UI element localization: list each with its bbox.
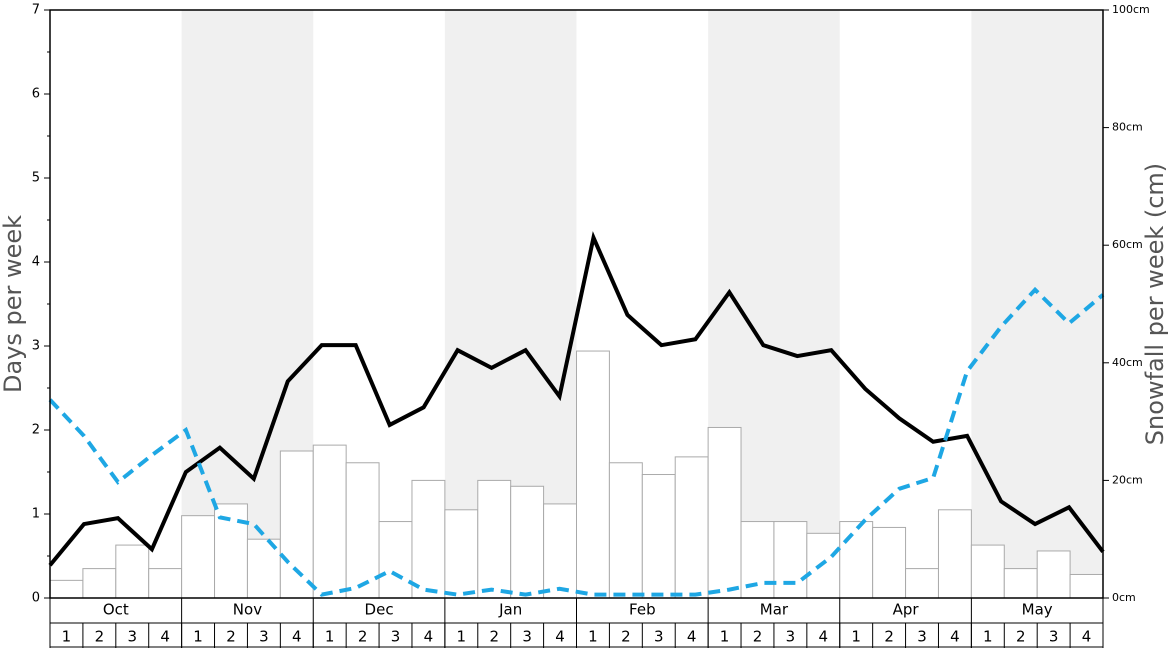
y-tick-label: 2 [32, 423, 40, 438]
bar [345, 462, 380, 599]
x-tick-label: 2 [226, 628, 236, 646]
y-tick-label: 5 [32, 171, 40, 186]
bar [181, 515, 216, 599]
month-label: Nov [233, 601, 262, 619]
month-shade [971, 10, 1103, 598]
y-tick-label: 6 [32, 87, 40, 102]
line [48, 286, 1105, 597]
bar [148, 568, 183, 599]
y2-tick-label: 100cm [1112, 3, 1150, 16]
x-tick-label: 2 [95, 628, 105, 646]
bar [806, 532, 841, 599]
x-tick-label: 2 [753, 628, 763, 646]
x-tick-label: 1 [983, 628, 993, 646]
bar [312, 444, 347, 599]
x-tick-label: 3 [917, 628, 927, 646]
x-tick-label: 3 [127, 628, 137, 646]
bar [773, 521, 808, 599]
x-tick-label: 2 [621, 628, 631, 646]
y-tick-label: 0 [32, 591, 40, 606]
x-tick-label: 1 [720, 628, 730, 646]
y2-tick-label: 40cm [1112, 356, 1143, 369]
bar [411, 479, 446, 599]
month-label: May [1022, 601, 1053, 619]
x-tick-label: 3 [522, 628, 532, 646]
x-tick-label: 4 [292, 628, 302, 646]
x-tick-label: 1 [193, 628, 203, 646]
bar [707, 426, 742, 599]
x-tick-label: 3 [259, 628, 269, 646]
y2-tick-label: 20cm [1112, 473, 1143, 486]
x-tick-label: 3 [1049, 628, 1059, 646]
y-tick-label: 4 [32, 255, 40, 270]
bar [543, 503, 577, 599]
bar [510, 485, 545, 599]
x-tick-label: 1 [325, 628, 335, 646]
bar [1036, 550, 1071, 599]
month-label: Feb [629, 601, 656, 619]
month-label: Apr [893, 601, 920, 619]
bar [444, 509, 479, 599]
bar [674, 456, 709, 599]
y2-axis-label: Snowfall per week (cm) [1141, 163, 1168, 445]
y2-tick-label: 60cm [1112, 238, 1143, 251]
bar [839, 521, 874, 599]
x-tick-label: 2 [884, 628, 894, 646]
bar [477, 479, 512, 599]
y-tick-label: 1 [32, 507, 40, 522]
line [48, 231, 1105, 567]
y-tick-label: 7 [32, 3, 40, 18]
x-tick-label: 4 [424, 628, 434, 646]
bar [1003, 568, 1038, 599]
y2-tick-label: 0cm [1112, 591, 1136, 604]
x-tick-label: 1 [588, 628, 598, 646]
x-tick-label: 3 [391, 628, 401, 646]
bar [82, 568, 117, 599]
bar [937, 509, 972, 599]
bar [641, 474, 676, 599]
x-tick-label: 3 [786, 628, 796, 646]
x-tick-label: 4 [160, 628, 170, 646]
x-tick-label: 4 [687, 628, 697, 646]
x-tick-label: 4 [555, 628, 565, 646]
bar [905, 568, 939, 599]
x-tick-label: 2 [489, 628, 499, 646]
y-axis-label: Days per week [0, 215, 27, 393]
x-tick-label: 1 [851, 628, 861, 646]
x-tick-label: 3 [654, 628, 664, 646]
bar [115, 544, 150, 599]
bar [970, 544, 1005, 599]
bar [608, 462, 643, 599]
bar [378, 521, 413, 599]
x-tick-label: 4 [950, 628, 960, 646]
x-tick-label: 1 [457, 628, 467, 646]
y-tick-label: 3 [32, 339, 40, 354]
bar [279, 450, 314, 599]
bar [872, 526, 907, 599]
x-tick-label: 2 [358, 628, 368, 646]
month-label: Jan [498, 601, 522, 619]
month-label: Mar [760, 601, 789, 619]
month-label: Dec [365, 601, 394, 619]
x-tick-label: 2 [1016, 628, 1026, 646]
bar [49, 579, 84, 599]
x-tick-label: 1 [62, 628, 72, 646]
x-tick-label: 4 [1082, 628, 1092, 646]
bar [1069, 573, 1104, 599]
month-label: Oct [103, 601, 129, 619]
bar [576, 350, 610, 599]
y2-tick-label: 80cm [1112, 121, 1143, 134]
x-tick-label: 4 [819, 628, 829, 646]
